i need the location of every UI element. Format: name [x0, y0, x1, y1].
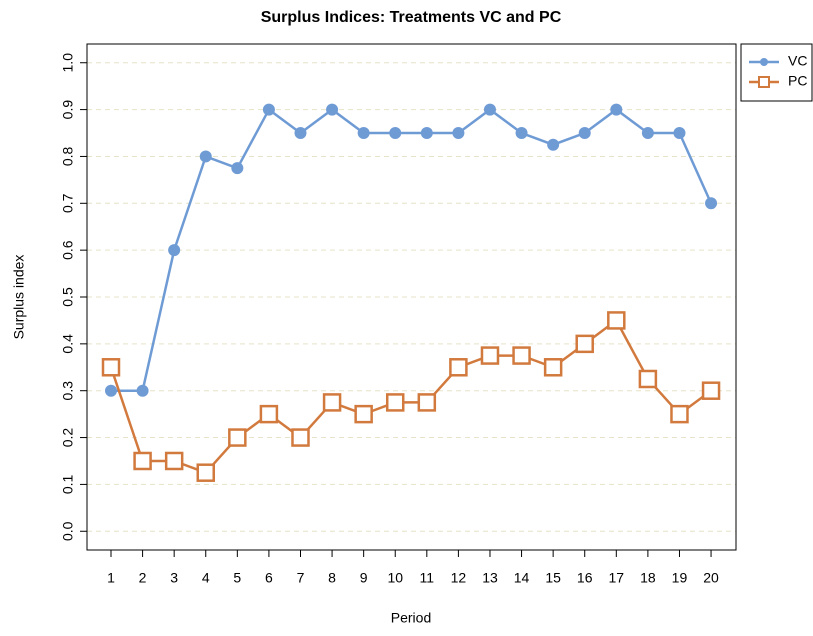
point	[231, 162, 244, 175]
point	[164, 451, 184, 471]
point	[291, 428, 310, 447]
point	[575, 334, 594, 354]
x-tick-label: 16	[577, 570, 593, 586]
point	[607, 311, 626, 330]
y-tick-label: 0.2	[60, 428, 76, 448]
x-tick-label: 12	[451, 570, 467, 586]
x-tick-label: 8	[328, 570, 336, 586]
x-tick-label: 10	[387, 570, 403, 586]
point	[326, 103, 339, 116]
x-axis-label: Period	[391, 610, 431, 626]
x-tick-label: 3	[170, 570, 178, 586]
y-tick-label: 0.8	[60, 147, 76, 167]
x-tick-label: 14	[514, 570, 530, 586]
point	[133, 451, 152, 471]
x-tick-label: 4	[202, 570, 210, 586]
legend-label: PC	[788, 73, 807, 89]
point	[357, 127, 370, 140]
x-tick-label: 11	[420, 570, 435, 586]
chart-title: Surplus Indices: Treatments VC and PC	[261, 9, 562, 26]
point	[168, 244, 181, 257]
legend-label: VC	[788, 53, 807, 69]
x-tick-label: 1	[107, 570, 115, 586]
y-axis-label: Surplus index	[11, 255, 27, 340]
x-tick-label: 2	[139, 570, 147, 586]
y-tick-label: 0.5	[60, 287, 76, 307]
x-tick-label: 7	[297, 570, 305, 586]
point	[262, 103, 275, 116]
point	[199, 150, 212, 163]
y-tick-label: 0.7	[60, 193, 76, 213]
x-tick-label: 20	[703, 570, 719, 586]
point	[515, 127, 528, 140]
point	[294, 127, 307, 140]
y-tick-label: 0.6	[60, 240, 76, 260]
point	[547, 138, 560, 151]
point	[101, 358, 121, 377]
x-tick-label: 17	[609, 570, 625, 586]
x-tick-label: 6	[265, 570, 273, 586]
y-tick-label: 0.3	[60, 381, 76, 401]
x-tick-label: 9	[360, 570, 368, 586]
x-tick-label: 5	[233, 570, 241, 586]
x-tick-label: 18	[640, 570, 656, 586]
point	[385, 393, 405, 412]
point	[701, 381, 721, 400]
point	[673, 127, 686, 140]
point	[322, 393, 342, 412]
x-tick-label: 15	[545, 570, 561, 586]
point	[136, 384, 149, 397]
point	[449, 358, 468, 377]
y-tick-label: 0.0	[60, 521, 76, 541]
legend-marker	[760, 58, 768, 66]
point	[480, 346, 500, 365]
y-tick-label: 1.0	[60, 53, 76, 73]
legend-box	[740, 43, 813, 102]
y-tick-label: 0.4	[60, 334, 76, 354]
y-tick-label: 0.1	[60, 474, 76, 494]
point	[512, 346, 531, 365]
point	[483, 103, 496, 116]
point	[610, 103, 623, 116]
series-line	[109, 318, 712, 475]
point	[641, 127, 654, 140]
point	[354, 404, 373, 424]
point	[228, 428, 247, 447]
point	[420, 127, 433, 140]
point	[638, 369, 658, 389]
point	[105, 384, 118, 397]
x-tick-label: 13	[482, 570, 498, 586]
x-tick-label: 19	[672, 570, 688, 586]
legend-marker	[758, 76, 770, 88]
y-tick-label: 0.9	[60, 100, 76, 120]
point	[578, 127, 591, 140]
point	[543, 358, 563, 377]
point	[705, 197, 718, 210]
point	[259, 404, 279, 424]
point	[196, 463, 215, 482]
point	[389, 127, 402, 140]
plot-frame	[86, 43, 737, 551]
point	[670, 404, 689, 424]
point	[417, 393, 437, 412]
point	[452, 127, 465, 140]
